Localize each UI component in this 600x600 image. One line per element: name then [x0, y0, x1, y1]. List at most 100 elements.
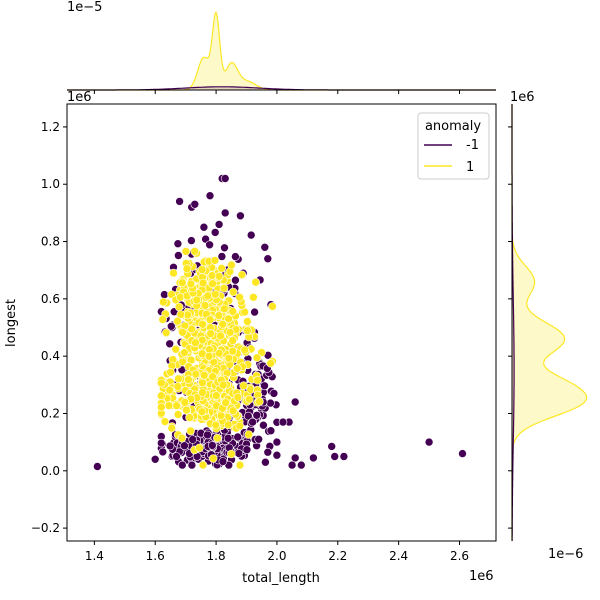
point-anomaly-neg1	[223, 433, 233, 443]
point-anomaly-1	[157, 402, 166, 412]
point-anomaly-neg1	[236, 211, 245, 221]
point-anomaly-neg1	[254, 434, 264, 444]
point-anomaly-neg1	[175, 197, 184, 206]
x-tick-label: 2.2	[328, 549, 347, 563]
point-anomaly-neg1	[220, 174, 230, 183]
point-anomaly-1	[205, 315, 215, 325]
point-anomaly-neg1	[178, 460, 187, 470]
point-anomaly-neg1	[165, 339, 174, 349]
point-anomaly-1	[251, 277, 260, 287]
point-anomaly-1	[158, 315, 167, 324]
point-anomaly-1	[169, 268, 178, 278]
y-offset-label: 1e6	[67, 90, 92, 105]
point-anomaly-neg1	[246, 230, 256, 240]
y-tick-label: 0.8	[41, 235, 60, 249]
right-marginal-axes: 1e6 1e−6	[508, 90, 588, 562]
point-anomaly-neg1	[214, 220, 224, 229]
point-anomaly-1	[208, 372, 217, 382]
point-anomaly-neg1	[187, 236, 196, 245]
legend-label-neg1: -1	[466, 138, 479, 153]
point-anomaly-neg1	[263, 254, 273, 264]
point-anomaly-1	[167, 423, 176, 433]
point-anomaly-neg1	[248, 417, 257, 427]
point-anomaly-neg1	[205, 191, 215, 200]
point-anomaly-1	[235, 292, 244, 302]
point-anomaly-1	[217, 263, 226, 273]
x-axis-ticks: 1.4 1.6 1.8 2.0 2.2 2.4 2.6	[85, 541, 469, 563]
legend-title: anomaly	[425, 119, 481, 134]
point-anomaly-neg1	[173, 239, 183, 248]
point-anomaly-1	[214, 311, 224, 320]
point-anomaly-neg1	[231, 275, 240, 285]
point-anomaly-1	[216, 411, 226, 420]
point-anomaly-1	[214, 271, 224, 281]
x-tick-label: 2.0	[267, 549, 286, 563]
point-anomaly-1	[235, 421, 244, 431]
point-anomaly-1	[218, 319, 227, 329]
point-anomaly-neg1	[260, 381, 269, 391]
point-anomaly-neg1	[330, 452, 340, 461]
point-anomaly-1	[208, 279, 217, 289]
point-anomaly-1	[243, 317, 252, 326]
point-anomaly-1	[191, 338, 200, 348]
right-marginal-offset-label: 1e6	[510, 90, 535, 105]
y-tick-label: −0.2	[31, 521, 60, 535]
right-density-fill	[512, 104, 587, 541]
point-anomaly-1	[220, 304, 229, 314]
point-anomaly-1	[240, 345, 249, 355]
point-anomaly-1	[182, 405, 191, 415]
point-anomaly-1	[177, 433, 187, 443]
point-anomaly-1	[198, 460, 208, 470]
point-anomaly-1	[253, 375, 262, 385]
point-anomaly-neg1	[252, 410, 262, 420]
point-anomaly-1	[268, 302, 277, 311]
point-anomaly-1	[178, 278, 187, 288]
top-marginal-density	[67, 10, 496, 94]
point-anomaly-1	[237, 270, 247, 280]
point-anomaly-neg1	[234, 449, 244, 458]
y-tick-label: 0.4	[41, 349, 60, 363]
point-anomaly-1	[213, 433, 222, 443]
point-anomaly-1	[200, 301, 210, 310]
top-marginal-offset-label: 1e−5	[67, 0, 102, 15]
y-tick-label: 0.0	[41, 464, 60, 478]
point-anomaly-neg1	[188, 435, 197, 444]
point-anomaly-1	[214, 348, 224, 358]
point-anomaly-1	[224, 314, 233, 324]
point-anomaly-1	[249, 292, 258, 302]
point-anomaly-1	[198, 278, 208, 288]
point-anomaly-neg1	[296, 460, 306, 470]
point-anomaly-1	[204, 351, 214, 361]
point-anomaly-1	[173, 410, 183, 419]
scatter-points	[93, 174, 467, 471]
point-anomaly-1	[174, 374, 183, 384]
right-marginal-x-offset-label: 1e−6	[548, 547, 583, 562]
point-anomaly-1	[266, 358, 276, 368]
y-tick-label: 0.2	[41, 406, 60, 420]
legend: anomaly -1 1	[417, 112, 490, 180]
point-anomaly-1	[164, 401, 174, 410]
point-anomaly-neg1	[269, 389, 279, 398]
point-anomaly-1	[174, 302, 184, 312]
point-anomaly-neg1	[165, 441, 175, 451]
point-anomaly-neg1	[259, 420, 268, 430]
point-anomaly-1	[197, 407, 207, 417]
point-anomaly-1	[186, 279, 196, 289]
point-anomaly-neg1	[199, 222, 209, 232]
point-anomaly-1	[171, 344, 180, 354]
point-anomaly-neg1	[93, 462, 102, 471]
point-anomaly-1	[232, 364, 242, 373]
point-anomaly-neg1	[260, 243, 270, 252]
point-anomaly-1	[228, 307, 238, 316]
point-anomaly-1	[190, 247, 199, 256]
point-anomaly-neg1	[278, 417, 288, 427]
point-anomaly-1	[159, 297, 168, 307]
point-anomaly-neg1	[287, 460, 297, 470]
point-anomaly-1	[245, 394, 254, 404]
point-anomaly-1	[198, 388, 207, 397]
point-anomaly-1	[186, 426, 195, 436]
point-anomaly-neg1	[250, 307, 259, 317]
point-anomaly-1	[184, 375, 193, 384]
point-anomaly-neg1	[261, 457, 270, 467]
point-anomaly-1	[199, 370, 209, 380]
